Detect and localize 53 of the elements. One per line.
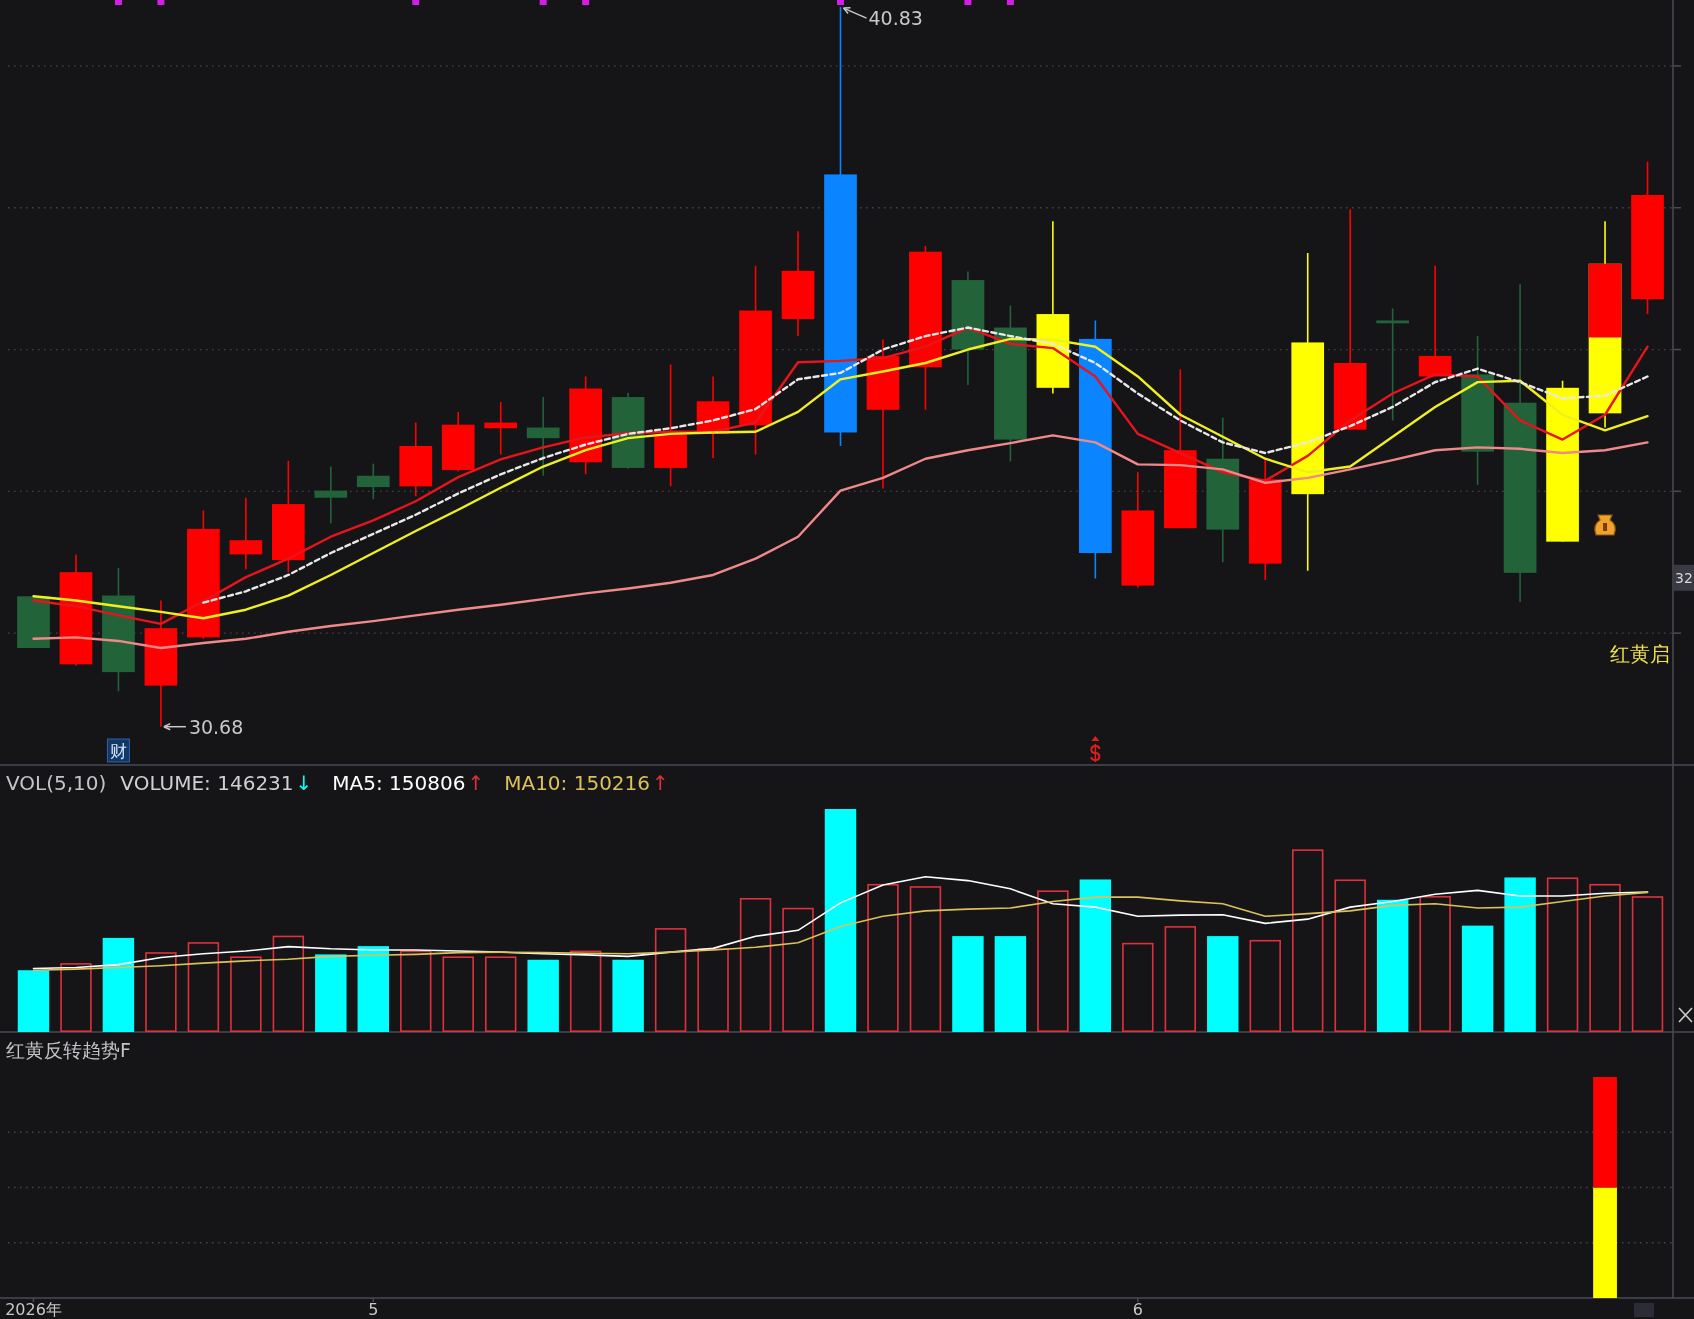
- bar: [909, 886, 942, 1032]
- bar: [1079, 879, 1112, 1032]
- bar: [739, 897, 772, 1032]
- bar: [1164, 926, 1197, 1032]
- bar: [272, 935, 305, 1032]
- bar: [1334, 879, 1366, 1032]
- bar: [527, 959, 559, 1032]
- bar: [1631, 896, 1664, 1032]
- bar: [1037, 890, 1069, 1032]
- bar: [569, 950, 602, 1032]
- bar: [187, 942, 220, 1032]
- text: MA10: 150216↑: [504, 771, 669, 795]
- bar: [357, 946, 389, 1032]
- bar: [1122, 942, 1154, 1032]
- bar: [1546, 877, 1579, 1032]
- bar: [1376, 899, 1409, 1032]
- bar: [230, 956, 262, 1032]
- bar: [867, 883, 899, 1032]
- bar: [612, 959, 644, 1032]
- bar: [484, 956, 517, 1032]
- bar: [442, 956, 474, 1032]
- bar: [1292, 849, 1324, 1032]
- bar: [994, 936, 1027, 1032]
- chart-title: VOL(5,10): [6, 771, 107, 795]
- bar: [1249, 939, 1281, 1032]
- bar: [697, 948, 729, 1032]
- note-box: 财: [106, 738, 130, 763]
- bar: [102, 937, 135, 1032]
- bar: [952, 936, 984, 1032]
- annotation: 40.83: [868, 7, 923, 30]
- bar: [1504, 877, 1536, 1032]
- bar: [1207, 936, 1239, 1032]
- bar: [145, 952, 177, 1032]
- bar: [315, 954, 347, 1032]
- text: VOLUME: 146231↓: [120, 771, 313, 795]
- annotation: 红黄启: [1610, 642, 1670, 666]
- x-tick-label: 5: [368, 1300, 379, 1319]
- x-tick-label: 6: [1132, 1300, 1143, 1319]
- bar: [60, 963, 92, 1032]
- bar: [782, 907, 814, 1032]
- bar: [1589, 883, 1621, 1032]
- bar: [17, 970, 50, 1032]
- chart-title: 红黄反转趋势F: [6, 1039, 131, 1061]
- bar: [1461, 925, 1494, 1032]
- bar: [400, 950, 432, 1032]
- x-tick-label: 2026年: [5, 1300, 62, 1319]
- text: MA5: 150806↑: [332, 771, 485, 795]
- annotation: 30.68: [188, 715, 244, 738]
- annotation: 32: [1675, 569, 1693, 586]
- bar: [654, 928, 687, 1032]
- bar: [824, 809, 857, 1032]
- axis-label: 32: [1674, 564, 1694, 591]
- bar: [1419, 895, 1451, 1032]
